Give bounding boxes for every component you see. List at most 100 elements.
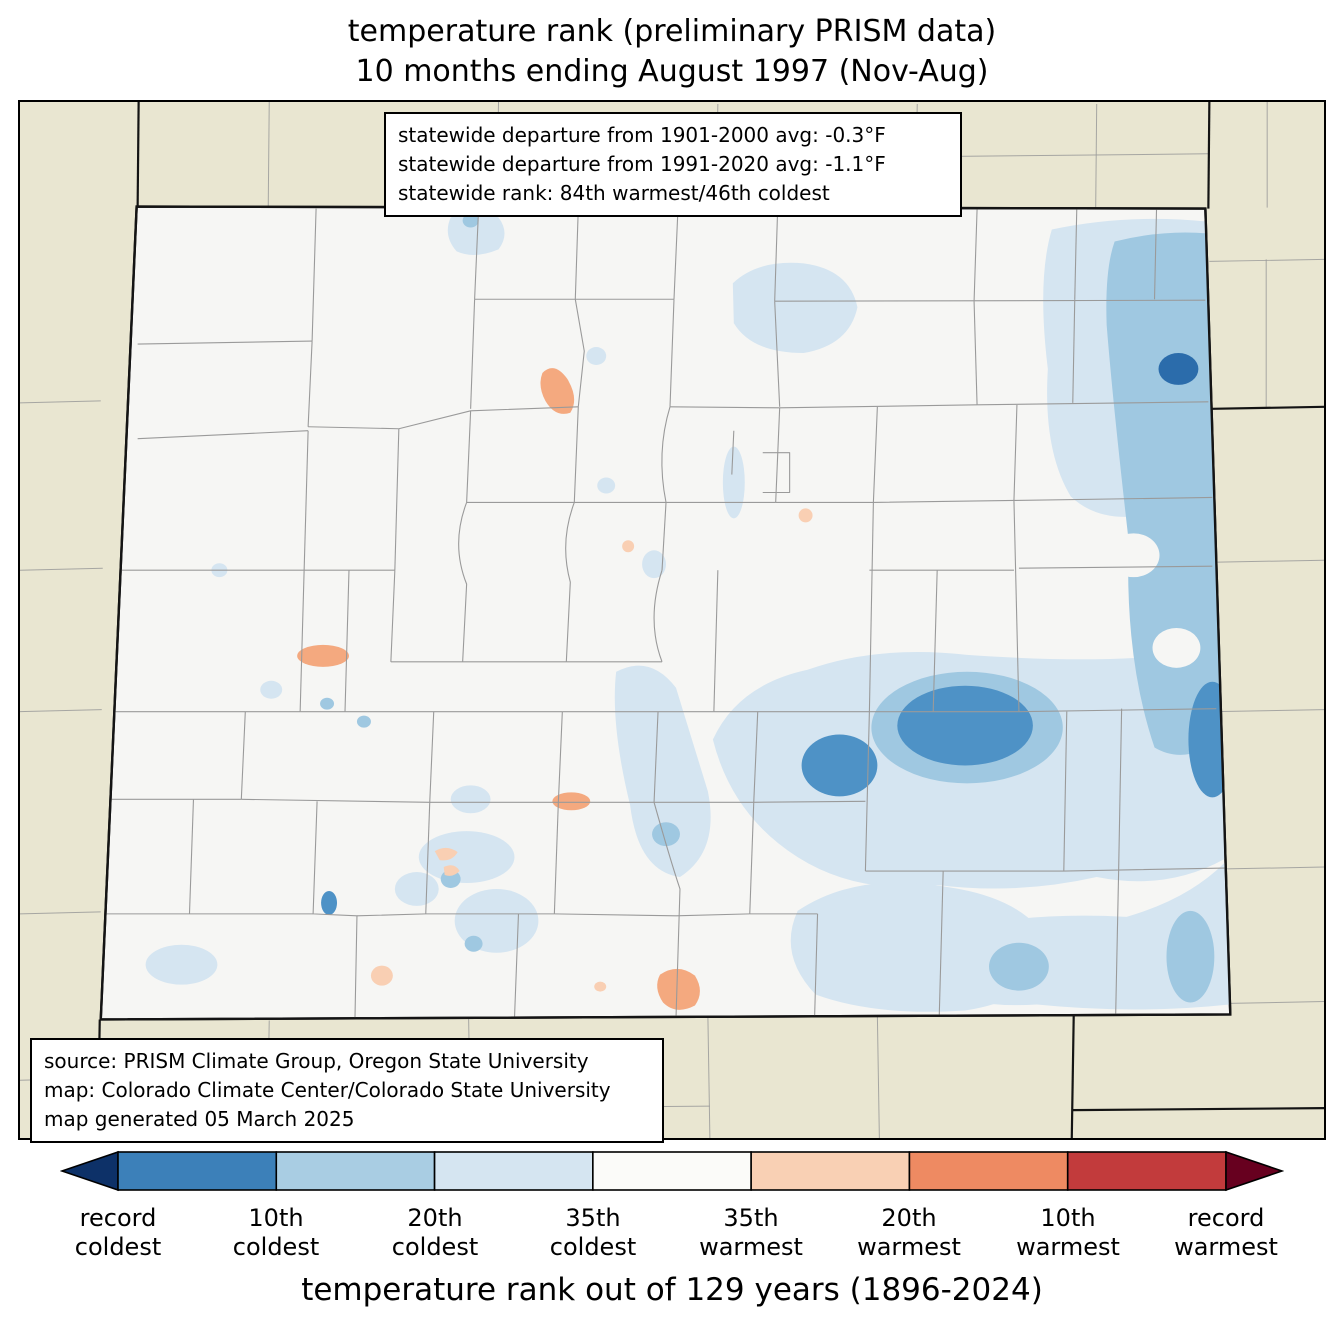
cold-patch-light	[732, 262, 858, 354]
county-line	[872, 406, 878, 503]
title-line-1: temperature rank (preliminary PRISM data…	[347, 14, 997, 49]
legend-label-record-warmest: record warmest	[1174, 1204, 1278, 1262]
county-line	[557, 711, 563, 803]
warm-patch	[594, 981, 607, 992]
county-line	[574, 208, 579, 300]
cold-patch-mid	[989, 942, 1049, 991]
neighbor-county-line	[876, 1015, 880, 1138]
cold-patch-mid	[464, 935, 483, 952]
neighbor-county-line	[1095, 103, 1098, 208]
legend-label-35th-warmest: 35th warmest	[699, 1204, 803, 1262]
cold-patch-light	[145, 944, 218, 985]
legend-label-35th-coldest: 35th coldest	[549, 1204, 637, 1262]
county-line	[466, 410, 472, 503]
legend-caption: temperature rank out of 129 years (1896-…	[301, 1272, 1043, 1308]
neighbor-county-line	[1215, 709, 1324, 713]
neighbor-county-line	[20, 911, 101, 915]
warm-patch	[434, 847, 458, 861]
county-line	[1013, 500, 1020, 712]
legend-segment-5	[750, 1151, 911, 1191]
county-line	[1013, 404, 1018, 501]
legend-segment-3	[433, 1151, 594, 1191]
neighbor-county-line	[1222, 1001, 1324, 1005]
county-line	[1072, 299, 1076, 403]
source-line-2: map: Colorado Climate Center/Colorado St…	[44, 1078, 611, 1102]
warm-patch	[540, 368, 575, 414]
legend-label-10th-warmest: 10th warmest	[1016, 1204, 1120, 1262]
county-line	[762, 452, 791, 494]
cold-patch-mid	[462, 213, 479, 228]
legend-segment-1	[117, 1151, 278, 1191]
legend-label-record-coldest: record coldest	[74, 1204, 162, 1262]
county-line	[653, 570, 663, 663]
state-border-line	[136, 102, 140, 207]
cold-patch-mid	[1166, 910, 1215, 1003]
legend-arrow-record-warmest	[1225, 1150, 1284, 1192]
county-line	[573, 406, 579, 503]
county-line	[241, 798, 430, 803]
legend-colorbar	[60, 1150, 1284, 1192]
warm-patch	[370, 965, 393, 986]
county-line	[312, 801, 358, 1019]
stats-line-3: statewide rank: 84th warmest/46th coldes…	[398, 181, 830, 205]
county-line	[299, 570, 305, 712]
state-border-line	[1072, 1107, 1324, 1112]
county-line	[307, 341, 313, 427]
county-line	[188, 799, 195, 914]
cold-patch-light	[586, 347, 607, 365]
county-line	[1063, 711, 1068, 872]
county-line	[932, 570, 938, 712]
legend-segment-2	[275, 1151, 436, 1191]
county-line	[303, 430, 309, 571]
legend-segment-7	[1066, 1151, 1227, 1191]
county-line	[814, 913, 819, 1019]
county-line	[731, 430, 735, 475]
county-line	[1018, 565, 1213, 569]
county-line	[470, 299, 476, 409]
page-title: temperature rank (preliminary PRISM data…	[0, 12, 1344, 91]
neutral-hole	[1107, 533, 1160, 578]
county-line	[1153, 209, 1158, 300]
state-border-line	[1212, 405, 1324, 410]
county-line	[1118, 708, 1123, 872]
county-line	[1074, 209, 1078, 300]
warm-patch	[297, 644, 349, 667]
neighbor-county-line	[1219, 866, 1324, 870]
county-line	[779, 404, 978, 409]
neighbor-county-line	[267, 102, 270, 207]
neighbor-county-line	[707, 1016, 711, 1138]
county-line	[356, 913, 515, 917]
legend-segment-4	[592, 1151, 752, 1191]
cold-patch-light	[790, 882, 1051, 1012]
county-line	[308, 426, 399, 430]
neighbor-county-line	[20, 709, 102, 713]
county-line	[749, 802, 755, 914]
county-line	[938, 871, 944, 1019]
source-line-1: source: PRISM Climate Group, Oregon Stat…	[44, 1049, 589, 1073]
county-line	[775, 407, 781, 503]
legend-label-20th-warmest: 20th warmest	[857, 1204, 961, 1262]
county-line	[425, 802, 431, 914]
warm-patch	[798, 508, 813, 523]
county-line	[675, 913, 750, 917]
cold-patch-dark	[321, 890, 338, 915]
cold-patch-dark	[801, 734, 878, 797]
county-line	[458, 502, 468, 662]
county-line	[574, 299, 585, 407]
cold-patch-light	[260, 680, 283, 699]
county-line	[753, 800, 866, 803]
county-line	[669, 299, 675, 407]
county-line	[1013, 496, 1213, 502]
county-line	[753, 711, 759, 803]
county-line	[240, 711, 246, 800]
legend-label-10th-coldest: 10th coldest	[232, 1204, 320, 1262]
neighbor-county-line	[20, 567, 103, 571]
legend: record coldest 10th coldest 20th coldest…	[60, 1148, 1284, 1268]
cold-patch-light	[394, 872, 439, 906]
county-line	[973, 209, 978, 302]
source-line-3: map generated 05 March 2025	[44, 1107, 355, 1131]
state-border-line	[1070, 1012, 1075, 1138]
cold-patch-light	[642, 550, 667, 579]
county-line	[713, 570, 719, 712]
county-line	[977, 401, 1209, 406]
